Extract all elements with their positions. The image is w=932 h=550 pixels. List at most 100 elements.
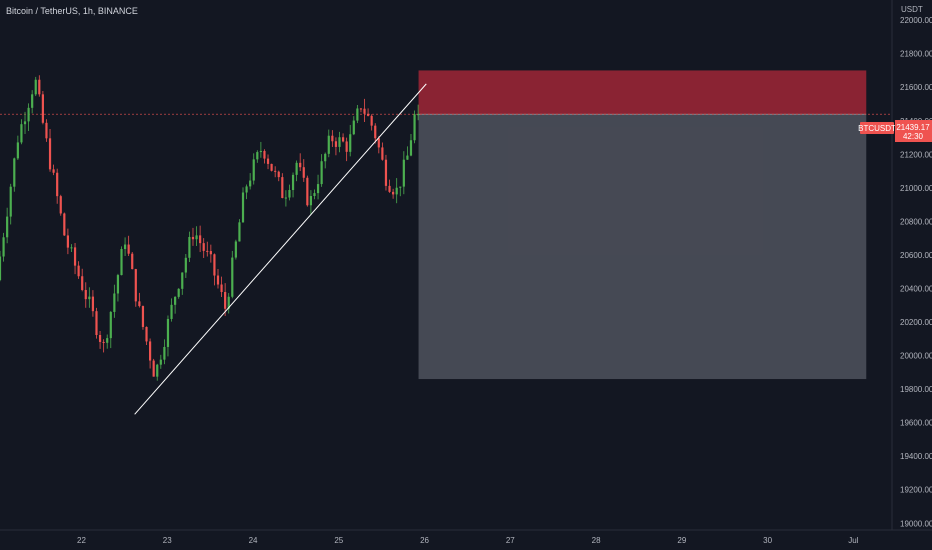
price-tick-label: 20400.00: [900, 284, 932, 293]
stop-loss-zone[interactable]: [418, 70, 867, 115]
candle-body: [9, 186, 12, 217]
date-tick-label: 25: [334, 536, 343, 545]
date-tick-label: 27: [506, 536, 515, 545]
candle-body: [306, 177, 309, 206]
candle-body: [199, 235, 202, 244]
candle-body: [316, 184, 320, 194]
price-tick-label: 21000.00: [900, 184, 932, 193]
candle-body: [152, 360, 155, 377]
candle-body: [313, 193, 316, 197]
candle-body: [2, 237, 5, 257]
price-badges: BTCUSDT 21439.17 42:30: [858, 120, 932, 142]
candle-body: [341, 137, 345, 142]
bar-countdown-label: 42:30: [903, 132, 924, 141]
candle-body: [388, 185, 391, 192]
candle-body: [220, 284, 223, 292]
candle-body: [345, 141, 348, 152]
candle-body: [16, 142, 19, 159]
price-tick-label: 20600.00: [900, 251, 932, 260]
candle-body: [6, 216, 9, 238]
time-axis[interactable]: 22 23 24 25 26 27 28 29 30 Jul: [77, 536, 859, 545]
price-tick-label: 20000.00: [900, 352, 932, 361]
candle-body: [281, 177, 284, 198]
candle-body: [402, 159, 405, 187]
price-tick-label: 21600.00: [900, 83, 932, 92]
date-tick-label: 24: [249, 536, 258, 545]
candle-body: [338, 137, 341, 147]
candle-body: [409, 140, 413, 156]
candle-body: [288, 190, 291, 198]
price-tick-label: 19400.00: [900, 452, 932, 461]
candle-body: [156, 364, 159, 377]
candle-body: [413, 114, 416, 141]
candle-body: [291, 174, 295, 191]
candle-body: [20, 124, 23, 143]
candle-body: [127, 244, 130, 254]
candle-body: [134, 269, 137, 302]
candle-body: [23, 121, 27, 125]
price-tick-label: 22000.00: [900, 16, 932, 25]
candle-body: [352, 120, 355, 135]
date-tick-label: 28: [592, 536, 601, 545]
candle-body: [370, 115, 373, 126]
candle-body: [34, 79, 37, 95]
trendline[interactable]: [134, 83, 427, 415]
candle-body: [349, 134, 352, 152]
candle-body: [52, 169, 55, 173]
candle-body: [141, 306, 145, 327]
candle-body: [284, 197, 287, 199]
candle-body: [138, 301, 141, 307]
candle-body: [31, 94, 34, 108]
price-axis-unit: USDT: [901, 5, 923, 14]
candle-body: [181, 272, 184, 289]
symbol-label: BTCUSDT: [858, 124, 896, 133]
position-zones[interactable]: [418, 70, 867, 380]
price-tick-label: 21800.00: [900, 50, 932, 59]
candle-body: [392, 191, 395, 195]
candle-body: [206, 250, 209, 252]
candle-body: [84, 289, 87, 300]
candle-body: [73, 247, 77, 266]
candle-body: [0, 256, 2, 281]
price-tick-label: 21200.00: [900, 150, 932, 159]
candle-body: [334, 141, 338, 147]
date-tick-label: 23: [163, 536, 172, 545]
last-price-label: 21439.17: [896, 123, 930, 132]
candle-body: [95, 311, 98, 335]
candle-body: [227, 296, 230, 309]
candle-body: [417, 114, 420, 116]
candle-body: [266, 158, 270, 164]
candle-body: [145, 326, 148, 342]
candle-body: [38, 79, 41, 95]
candle-body: [120, 249, 123, 276]
candle-body: [91, 296, 95, 312]
candle-body: [166, 318, 170, 347]
candle-body: [320, 161, 323, 185]
candle-body: [213, 254, 216, 276]
candle-body: [231, 257, 234, 297]
price-tick-label: 19600.00: [900, 419, 932, 428]
candle-body: [399, 186, 402, 188]
candle-body: [356, 108, 359, 121]
candles: [0, 75, 420, 381]
date-tick-label: 26: [420, 536, 429, 545]
date-tick-label: 22: [77, 536, 86, 545]
candle-body: [224, 291, 227, 309]
take-profit-zone[interactable]: [418, 114, 867, 380]
candle-body: [131, 253, 134, 270]
candle-body: [163, 346, 166, 360]
candle-body: [56, 172, 59, 197]
candle-body: [77, 265, 80, 277]
candle-body: [377, 138, 380, 148]
date-tick-label: 30: [763, 536, 772, 545]
candle-body: [395, 187, 398, 195]
chart-title: Bitcoin / TetherUS, 1h, BINANCE: [6, 6, 138, 16]
candle-body: [202, 243, 205, 251]
candle-body: [299, 162, 302, 168]
candle-body: [48, 138, 52, 170]
candle-body: [302, 167, 305, 178]
candle-body: [13, 158, 16, 187]
candle-body: [102, 341, 105, 343]
candle-body: [63, 213, 66, 236]
